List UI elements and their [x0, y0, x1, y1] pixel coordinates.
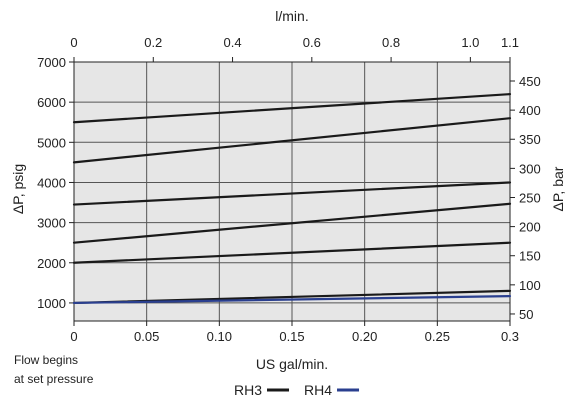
y2-tick-label: 200 — [519, 220, 541, 235]
x-tick-label: 0.20 — [352, 329, 377, 344]
y-tick-label: 7000 — [37, 55, 66, 70]
y-tick-label: 4000 — [37, 175, 66, 190]
y-tick-label: 1000 — [37, 296, 66, 311]
y-tick-label: 3000 — [37, 216, 66, 231]
y2-tick-label: 150 — [519, 249, 541, 264]
y2-tick-label: 450 — [519, 74, 541, 89]
series-line-rh4 — [72, 295, 512, 305]
series-line-rh3 — [72, 117, 512, 164]
x-tick-label: 0.05 — [134, 329, 159, 344]
top-tick-label: 1.0 — [461, 35, 479, 50]
series-line-rh3 — [72, 241, 512, 264]
y2-tick-label: 400 — [519, 103, 541, 118]
top-tick-label: 0.8 — [382, 35, 400, 50]
y2-tick-label: 250 — [519, 190, 541, 205]
top-tick-label: 0.4 — [224, 35, 242, 50]
x-tick-label: 0.3 — [501, 329, 519, 344]
y2-tick-label: 300 — [519, 161, 541, 176]
y2-tick-label: 350 — [519, 132, 541, 147]
legend: RH3 RH4 — [234, 382, 360, 398]
legend-label-rh3: RH3 — [234, 382, 262, 398]
plot-frame — [73, 61, 511, 322]
series-line-rh3 — [72, 93, 512, 124]
series-line-rh3 — [72, 181, 512, 206]
y-tick-label: 2000 — [37, 256, 66, 271]
y-tick-label: 6000 — [37, 95, 66, 110]
y2-tick-label: 50 — [519, 307, 533, 322]
x-tick-label: 0.15 — [279, 329, 304, 344]
x-tick-label: 0.25 — [425, 329, 450, 344]
y2-tick-label: 100 — [519, 278, 541, 293]
y-axis-title: ΔP, psig — [10, 164, 26, 214]
x-axis-title: US gal/min. — [256, 356, 328, 372]
top-tick-label: 0.2 — [144, 35, 162, 50]
annotation-line-1: Flow begins — [14, 353, 78, 367]
x-tick-label: 0.10 — [207, 329, 232, 344]
legend-label-rh4: RH4 — [304, 382, 332, 398]
y-tick-label: 5000 — [37, 135, 66, 150]
series-line-rh3 — [72, 202, 512, 244]
top-axis-title: l/min. — [275, 8, 308, 24]
top-tick-label: 0.6 — [303, 35, 321, 50]
y2-axis-title: ΔP, bar — [550, 166, 566, 211]
x-tick-label: 0 — [70, 329, 77, 344]
annotation-line-2: at set pressure — [14, 372, 94, 386]
top-tick-label: 1.1 — [501, 35, 519, 50]
top-tick-label: 0 — [70, 35, 77, 50]
